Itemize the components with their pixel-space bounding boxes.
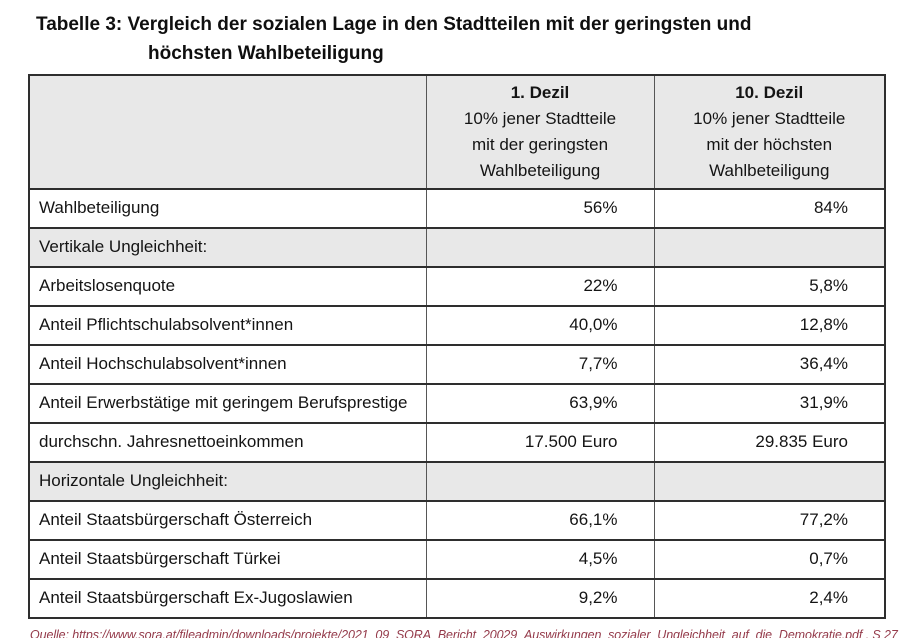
dezil1-value-cell: 9,2%: [425, 578, 655, 619]
dezil10-value-cell: 2,4%: [653, 578, 886, 619]
row-label-cell: Anteil Pflichtschulabsolvent*innen: [28, 305, 427, 346]
header-dezil10-subtitle: 10% jener Stadtteile mit der höchsten Wa…: [693, 109, 846, 180]
comparison-table: 1. Dezil 10% jener Stadtteile mit der ge…: [28, 74, 886, 619]
table-row: Wahlbeteiligung 56% 84%: [28, 188, 886, 229]
dezil1-value-cell: [425, 227, 655, 268]
dezil1-value-cell: 4,5%: [425, 539, 655, 580]
header-dezil1-title: 1. Dezil: [510, 83, 570, 102]
dezil10-value-cell: 12,8%: [653, 305, 886, 346]
row-label-cell: Horizontale Ungleichheit:: [28, 461, 427, 502]
table-caption: Tabelle 3: Vergleich der sozialen Lage i…: [36, 10, 866, 68]
table-row: Anteil Erwerbstätige mit geringem Berufs…: [28, 383, 886, 424]
table-row: Vertikale Ungleichheit:: [28, 227, 886, 268]
table-row: Arbeitslosenquote 22% 5,8%: [28, 266, 886, 307]
header-row: 1. Dezil 10% jener Stadtteile mit der ge…: [28, 74, 886, 190]
table-caption-line2: höchsten Wahlbeteiligung: [148, 43, 384, 64]
header-corner-cell: [28, 74, 427, 190]
dezil10-value-cell: 36,4%: [653, 344, 886, 385]
dezil10-value-cell: 31,9%: [653, 383, 886, 424]
dezil1-value-cell: 66,1%: [425, 500, 655, 541]
table-row: Anteil Hochschulabsolvent*innen 7,7% 36,4%: [28, 344, 886, 385]
dezil1-value-cell: 40,0%: [425, 305, 655, 346]
row-label-cell: durchschn. Jahresnettoeinkommen: [28, 422, 427, 463]
dezil10-value-cell: 5,8%: [653, 266, 886, 307]
dezil1-value-cell: 22%: [425, 266, 655, 307]
dezil10-value-cell: 29.835 Euro: [653, 422, 886, 463]
document-page: Tabelle 3: Vergleich der sozialen Lage i…: [0, 10, 907, 638]
header-dezil1-cell: 1. Dezil 10% jener Stadtteile mit der ge…: [425, 74, 655, 190]
row-label-cell: Wahlbeteiligung: [28, 188, 427, 229]
table-row: Anteil Pflichtschulabsolvent*innen 40,0% 1…: [28, 305, 886, 346]
dezil1-value-cell: 56%: [425, 188, 655, 229]
row-label-cell: Arbeitslosenquote: [28, 266, 427, 307]
table-row: Anteil Staatsbürgerschaft Türkei 4,5% 0,7%: [28, 539, 886, 580]
dezil10-value-cell: 84%: [653, 188, 886, 229]
row-label-cell: Anteil Staatsbürgerschaft Ex-Jugoslawien: [28, 578, 427, 619]
dezil1-value-cell: 63,9%: [425, 383, 655, 424]
row-label-cell: Anteil Hochschulabsolvent*innen: [28, 344, 427, 385]
header-dezil10-title: 10. Dezil: [735, 83, 804, 102]
table-row: Anteil Staatsbürgerschaft Ex-Jugoslawien…: [28, 578, 886, 619]
table-header: 1. Dezil 10% jener Stadtteile mit der ge…: [28, 74, 886, 190]
table-row: Horizontale Ungleichheit:: [28, 461, 886, 502]
table-caption-line1: Tabelle 3: Vergleich der sozialen Lage i…: [36, 14, 752, 35]
table-body: Wahlbeteiligung 56% 84% Vertikale Ungleichh…: [28, 188, 886, 619]
dezil10-value-cell: [653, 461, 886, 502]
dezil10-value-cell: [653, 227, 886, 268]
row-label-cell: Anteil Staatsbürgerschaft Türkei: [28, 539, 427, 580]
dezil1-value-cell: [425, 461, 655, 502]
dezil10-value-cell: 0,7%: [653, 539, 886, 580]
dezil10-value-cell: 77,2%: [653, 500, 886, 541]
table-row: Anteil Staatsbürgerschaft Österreich 66,1…: [28, 500, 886, 541]
header-dezil10-cell: 10. Dezil 10% jener Stadtteile mit der h…: [653, 74, 886, 190]
dezil1-value-cell: 17.500 Euro: [425, 422, 655, 463]
row-label-cell: Vertikale Ungleichheit:: [28, 227, 427, 268]
header-dezil1-subtitle: 10% jener Stadtteile mit der geringsten …: [463, 109, 617, 180]
source-citation: Quelle: https://www.sora.at/fileadmin/do…: [30, 628, 898, 638]
row-label-cell: Anteil Staatsbürgerschaft Österreich: [28, 500, 427, 541]
dezil1-value-cell: 7,7%: [425, 344, 655, 385]
row-label-cell: Anteil Erwerbstätige mit geringem Berufs…: [28, 383, 427, 424]
table-row: durchschn. Jahresnettoeinkommen 17.500 Eu…: [28, 422, 886, 463]
